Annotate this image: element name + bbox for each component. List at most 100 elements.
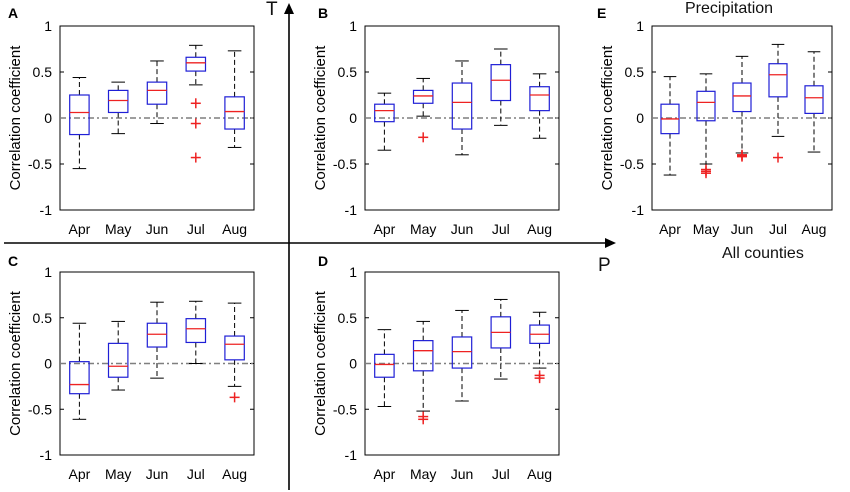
- y-axis-label: Correlation coefficient: [599, 45, 616, 191]
- box-apr: [660, 76, 680, 176]
- iqr-box: [146, 322, 168, 348]
- box-jun: [146, 60, 168, 125]
- y-tick-label: 1: [44, 18, 52, 34]
- x-tick-label: Aug: [222, 221, 247, 237]
- x-tick-label: Aug: [527, 221, 552, 237]
- iqr-box: [374, 353, 395, 378]
- iqr-box: [696, 90, 716, 122]
- precipitation-annotation: Precipitation: [685, 0, 774, 17]
- box-jun: [451, 309, 473, 402]
- box-jun: [146, 301, 168, 379]
- iqr-box: [185, 318, 207, 344]
- panel-c: C -1 -0.5 0 0.5 1 Correlation coefficient Apr Ma…: [7, 253, 255, 482]
- panel-label: A: [8, 5, 18, 21]
- x-tick-label: Jun: [451, 466, 474, 482]
- vertical-axis-arrow: [284, 3, 294, 14]
- panel-d: D -1 -0.5 0 0.5 1 Correlation coefficient Apr Ma…: [312, 253, 560, 482]
- iqr-box: [451, 82, 473, 130]
- box-apr: [374, 329, 395, 408]
- iqr-box: [451, 336, 473, 369]
- x-tick-label: Apr: [659, 221, 681, 237]
- y-tick-label: 1: [349, 18, 357, 34]
- outlier-marker: [190, 152, 201, 163]
- y-tick-label: 0: [44, 356, 52, 372]
- x-tick-label: Aug: [527, 466, 552, 482]
- box-aug: [804, 51, 824, 153]
- panel-label: D: [318, 253, 328, 269]
- y-tick-label: 0.5: [33, 64, 53, 80]
- box-aug: [529, 73, 550, 139]
- panel-e: E -1 -0.5 0 0.5 1 Correlation coefficient Apr Ma…: [597, 5, 833, 237]
- p-axis-label: P: [598, 255, 611, 276]
- box-aug: [224, 302, 245, 403]
- iqr-box: [804, 85, 824, 115]
- y-tick-label: 0.5: [33, 310, 53, 326]
- panel-label: E: [597, 5, 606, 21]
- x-tick-label: May: [410, 221, 436, 237]
- x-tick-label: Apr: [374, 221, 396, 237]
- iqr-box: [490, 64, 512, 102]
- panel-label: B: [318, 5, 328, 21]
- iqr-box: [768, 63, 788, 98]
- y-tick-label: -0.5: [28, 156, 52, 172]
- x-tick-label: May: [410, 466, 436, 482]
- y-tick-label: -1: [345, 202, 358, 218]
- outlier-marker: [534, 373, 545, 384]
- iqr-box: [69, 361, 90, 395]
- y-tick-label: 0.5: [338, 310, 358, 326]
- y-tick-label: -0.5: [620, 156, 644, 172]
- iqr-box: [107, 89, 129, 114]
- box-aug: [529, 311, 550, 384]
- y-axis-label: Correlation coefficient: [312, 290, 329, 436]
- y-tick-label: 0: [349, 356, 357, 372]
- y-tick-label: -0.5: [333, 156, 357, 172]
- y-tick-label: 0: [636, 110, 644, 126]
- x-tick-label: Jun: [731, 221, 754, 237]
- box-may: [412, 320, 434, 425]
- t-axis-label: T: [266, 0, 278, 20]
- box-jul: [185, 44, 207, 163]
- iqr-box: [69, 94, 90, 136]
- y-tick-label: -1: [632, 202, 645, 218]
- box-may: [107, 320, 129, 391]
- y-tick-label: -1: [345, 447, 358, 463]
- y-tick-label: -0.5: [28, 401, 52, 417]
- x-tick-label: May: [105, 221, 131, 237]
- box-jul: [768, 43, 788, 163]
- box-jul: [490, 48, 512, 126]
- iqr-box: [185, 56, 207, 72]
- y-tick-label: 1: [636, 18, 644, 34]
- x-tick-label: Aug: [222, 466, 247, 482]
- iqr-box: [146, 81, 168, 105]
- panel-a: A -1 -0.5 0 0.5 1 Correlation coefficient Apr Ma…: [7, 5, 255, 237]
- outlier-marker: [190, 98, 201, 109]
- box-may: [696, 73, 716, 179]
- y-tick-label: -0.5: [333, 401, 357, 417]
- x-tick-label: Jun: [146, 221, 169, 237]
- x-tick-label: Aug: [802, 221, 827, 237]
- box-jul: [185, 300, 207, 364]
- x-tick-label: Apr: [69, 221, 91, 237]
- y-tick-label: 0: [44, 110, 52, 126]
- iqr-box: [374, 103, 395, 123]
- iqr-box: [412, 340, 434, 372]
- box-jun: [732, 55, 752, 162]
- outlier-marker: [229, 392, 240, 403]
- y-tick-label: -1: [40, 447, 53, 463]
- box-jul: [490, 298, 512, 380]
- x-tick-label: Jul: [492, 221, 510, 237]
- panel-label: C: [8, 253, 18, 269]
- x-tick-label: Jul: [769, 221, 787, 237]
- outlier-marker: [701, 168, 711, 179]
- x-tick-label: Jun: [146, 466, 169, 482]
- outlier-marker: [737, 151, 747, 162]
- box-apr: [69, 77, 90, 170]
- box-apr: [374, 92, 395, 151]
- box-may: [107, 81, 129, 135]
- iqr-box: [412, 89, 434, 104]
- x-tick-label: May: [105, 466, 131, 482]
- y-tick-label: 0.5: [625, 64, 645, 80]
- iqr-box: [224, 96, 245, 130]
- x-tick-label: Jul: [187, 221, 205, 237]
